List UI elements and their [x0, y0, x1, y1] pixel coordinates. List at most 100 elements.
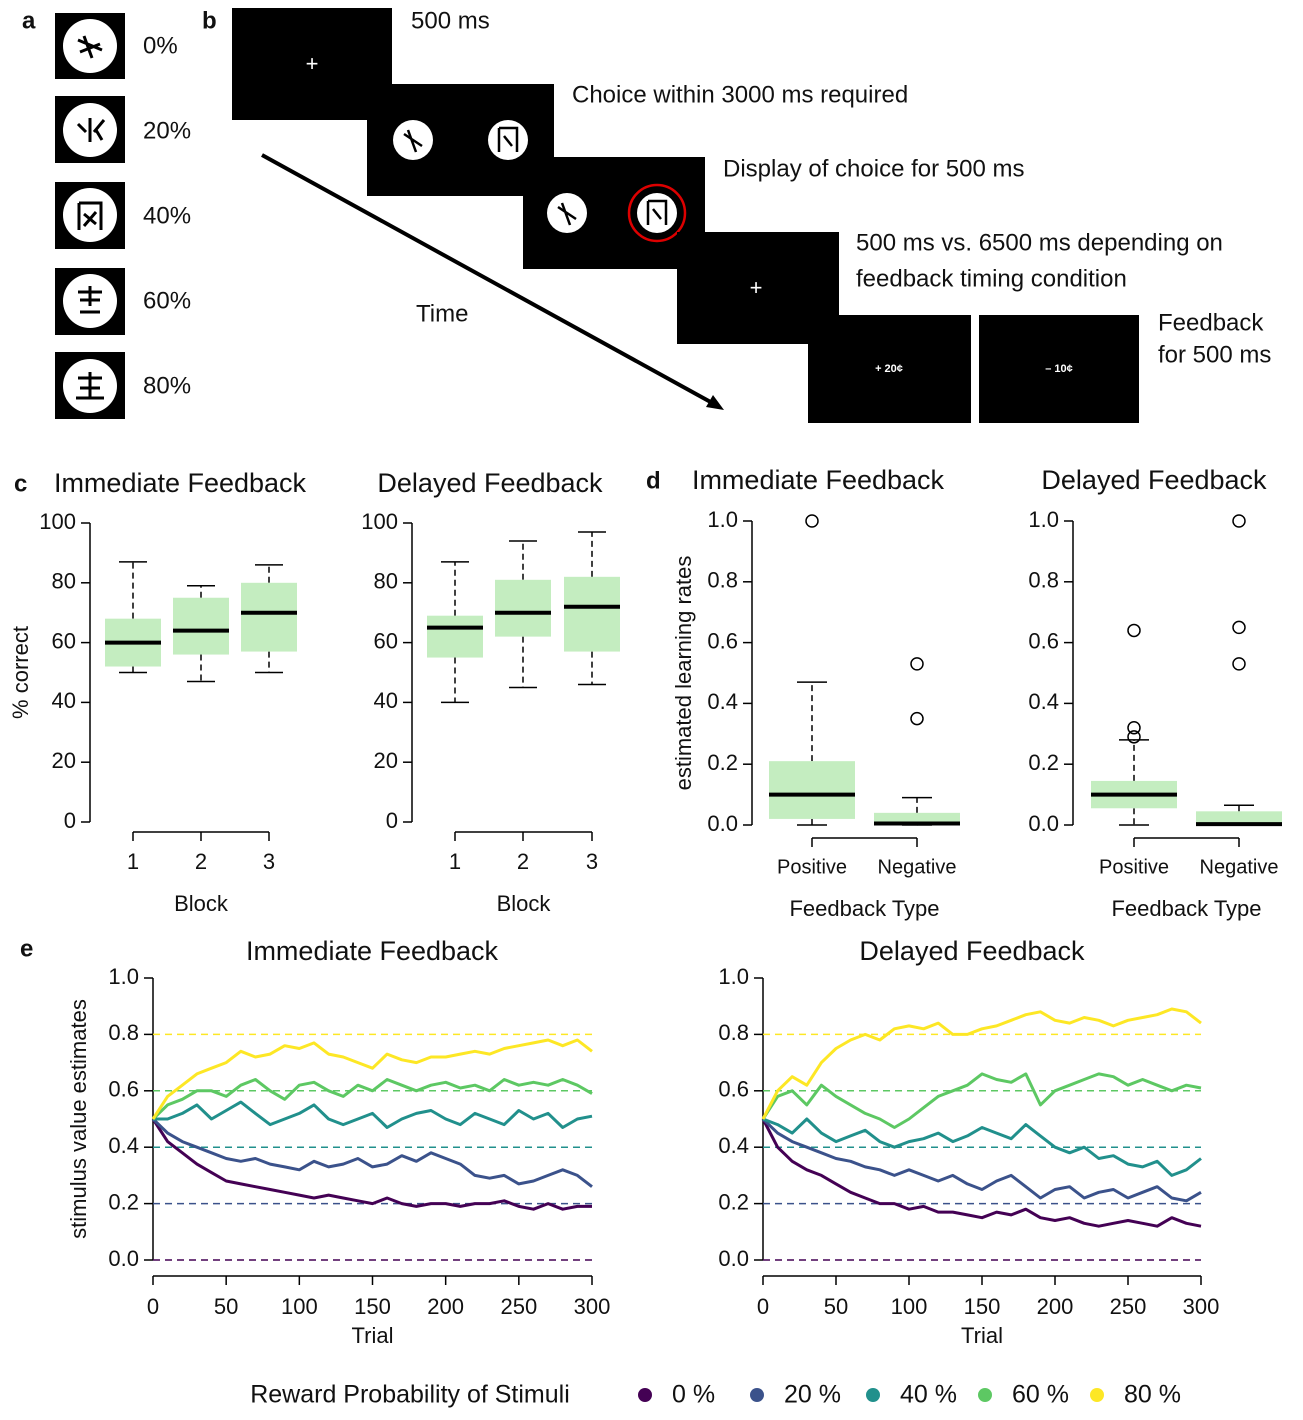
stimulus-prob: 40% [143, 202, 191, 229]
glyph [557, 202, 577, 226]
y-tick-label: 0.6 [1028, 628, 1059, 653]
legend-swatch [750, 1388, 764, 1402]
y-tick-label: 0 [64, 808, 76, 833]
y-tick-label: 0.2 [1028, 750, 1059, 775]
stimulus-circle [63, 188, 117, 242]
series-line [762, 1117, 1202, 1177]
chart-title: Immediate Feedback [692, 465, 945, 495]
feedback-screen: + 20¢ [875, 363, 903, 375]
y-tick-label: 100 [361, 509, 398, 534]
feedback-screen: – 10¢ [1045, 363, 1073, 375]
chart-title: Delayed Feedback [1041, 465, 1267, 495]
fixation-cross: + [306, 51, 319, 76]
y-tick-label: 60 [374, 628, 398, 653]
box [495, 579, 551, 637]
series-line [151, 1118, 592, 1211]
box [241, 582, 297, 652]
box [769, 761, 855, 819]
y-tick-label: 0.4 [707, 689, 738, 714]
x-tick-label: 150 [964, 1294, 1001, 1319]
stimulus-icons [55, 13, 125, 419]
y-tick-label: 80 [374, 569, 398, 594]
y-tick-label: 0.4 [1028, 689, 1059, 714]
legend-label: 40 % [900, 1381, 957, 1409]
outlier [1127, 730, 1141, 744]
y-tick-label: 0.2 [108, 1189, 139, 1214]
series-line [761, 1118, 1202, 1228]
x-tick-label: 2 [195, 849, 207, 874]
y-tick-label: 1.0 [707, 507, 738, 532]
y-tick-label: 100 [39, 509, 76, 534]
legend-title: Reward Probability of Stimuli [250, 1381, 570, 1409]
outlier [1232, 514, 1246, 528]
y-tick-label: 0.8 [1028, 568, 1059, 593]
y-tick-label: 1.0 [1028, 507, 1059, 532]
x-tick-label: 0 [147, 1294, 159, 1319]
screen [232, 8, 392, 120]
stimulus-prob: 0% [143, 32, 178, 59]
panel-label: c [14, 470, 27, 497]
panel-label: b [202, 7, 217, 34]
timeline-text: 500 ms vs. 6500 ms depending on [856, 229, 1223, 256]
x-axis-label: Block [174, 891, 229, 916]
glyph [646, 199, 668, 225]
x-tick-label: 50 [214, 1294, 238, 1319]
x-tick-label: 1 [127, 849, 139, 874]
glyph [76, 118, 106, 142]
panel-label: e [20, 935, 33, 962]
x-tick-label: 50 [824, 1294, 848, 1319]
timeline-text: for 500 ms [1158, 341, 1271, 368]
outlier [805, 514, 819, 528]
x-tick-label: 100 [281, 1294, 318, 1319]
x-axis-label: Feedback Type [1111, 896, 1261, 921]
series-line [151, 1038, 593, 1120]
legend-label: 80 % [1124, 1381, 1181, 1409]
y-tick-label: 0.6 [718, 1077, 749, 1102]
y-tick-label: 60 [52, 628, 76, 653]
y-tick-label: 0.0 [718, 1246, 749, 1271]
x-tick-label: 250 [1110, 1294, 1147, 1319]
y-axis-label: % correct [8, 626, 33, 719]
y-tick-label: 0.0 [707, 811, 738, 836]
outlier [910, 657, 924, 671]
x-tick-label: Positive [1099, 856, 1169, 878]
legend-swatch [1090, 1388, 1104, 1402]
y-axis-label: stimulus value estimates [66, 999, 91, 1239]
timeline-text: Feedback [1158, 309, 1264, 336]
y-tick-label: 80 [52, 569, 76, 594]
legend-label: 20 % [784, 1381, 841, 1409]
outlier [1232, 657, 1246, 671]
chart-title: Delayed Feedback [859, 936, 1085, 966]
x-axis-label: Trial [961, 1323, 1003, 1348]
legend-label: 0 % [672, 1381, 715, 1409]
screen [979, 315, 1139, 423]
x-tick-label: 200 [427, 1294, 464, 1319]
x-tick-label: 200 [1037, 1294, 1074, 1319]
legend-swatch [866, 1388, 880, 1402]
x-tick-label: 100 [891, 1294, 928, 1319]
y-tick-label: 0.8 [108, 1020, 139, 1045]
time-label: Time [416, 300, 468, 327]
timeline-text: Display of choice for 500 ms [723, 155, 1024, 182]
x-tick-label: Negative [878, 856, 957, 878]
glyph [76, 372, 104, 400]
timeline-text: 500 ms [411, 7, 490, 34]
y-tick-label: 20 [52, 748, 76, 773]
glyph [497, 126, 519, 152]
box [173, 597, 229, 655]
stimulus-prob: 60% [143, 287, 191, 314]
y-tick-label: 0.2 [718, 1189, 749, 1214]
x-axis-label: Trial [352, 1323, 394, 1348]
x-tick-label: 1 [449, 849, 461, 874]
y-tick-label: 40 [374, 688, 398, 713]
x-axis-label: Feedback Type [789, 896, 939, 921]
y-tick-label: 0.6 [707, 628, 738, 653]
y-tick-label: 20 [374, 748, 398, 773]
series-line [151, 1078, 593, 1121]
arrow-head [706, 395, 724, 410]
x-tick-label: 300 [574, 1294, 611, 1319]
x-tick-label: 300 [1183, 1294, 1220, 1319]
y-tick-label: 0.4 [718, 1133, 749, 1158]
y-tick-label: 0.8 [707, 568, 738, 593]
